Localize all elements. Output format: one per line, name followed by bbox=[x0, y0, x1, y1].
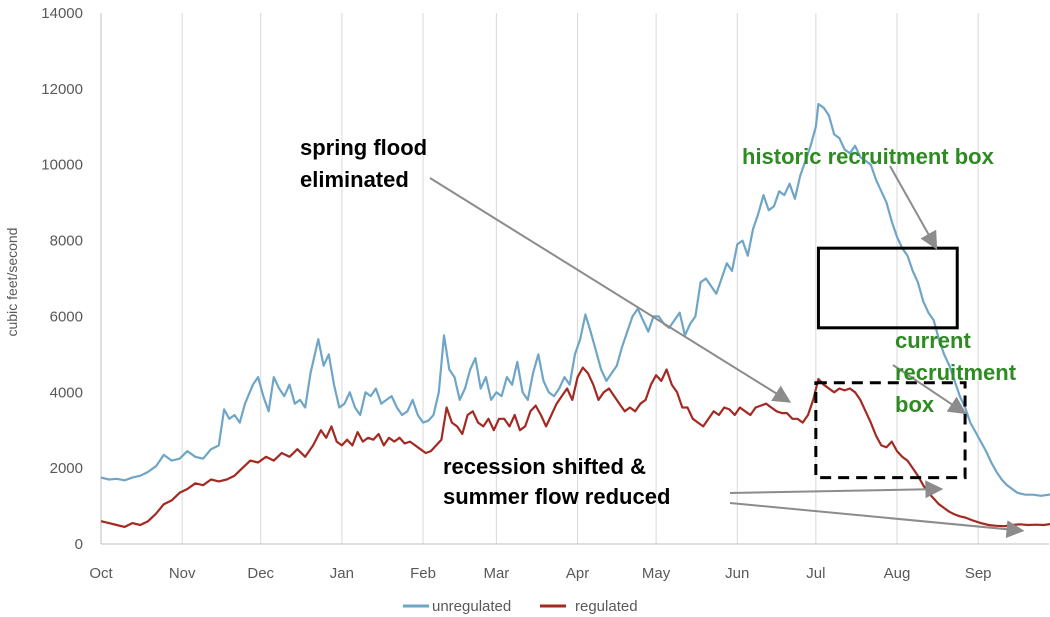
x-tick-label: Apr bbox=[566, 565, 589, 582]
y-tick-label: 0 bbox=[75, 536, 83, 553]
recruitment-box-current bbox=[814, 381, 967, 480]
x-tick-label: Sep bbox=[965, 565, 992, 582]
legend-label-unregulated: unregulated bbox=[432, 598, 511, 615]
annotation-recession: recession shifted & bbox=[443, 454, 646, 479]
annotation-historic-box: historic recruitment box bbox=[742, 144, 995, 169]
x-tick-label: Jul bbox=[806, 565, 825, 582]
annotation-recession: summer flow reduced bbox=[443, 484, 670, 509]
series-lines bbox=[100, 102, 1050, 528]
annotation-current-box: recruitment bbox=[895, 360, 1017, 385]
legend-label-regulated: regulated bbox=[575, 598, 638, 615]
y-tick-label: 10000 bbox=[41, 157, 83, 174]
y-axis-label: cubic feet/second bbox=[4, 228, 20, 337]
annotation-arrow-spring-flood bbox=[429, 177, 792, 403]
x-tick-label: Oct bbox=[89, 565, 113, 582]
annotation-current-box: current bbox=[895, 328, 971, 353]
annotation-spring-flood: spring flood bbox=[300, 135, 427, 160]
y-tick-label: 14000 bbox=[41, 5, 83, 22]
x-tick-label: Jan bbox=[330, 565, 354, 582]
y-tick-label: 6000 bbox=[50, 308, 83, 325]
series-line-unregulated bbox=[100, 102, 1050, 497]
x-tick-label: Jun bbox=[725, 565, 749, 582]
annotation-arrow-recession bbox=[729, 502, 1025, 539]
recruitment-boxes bbox=[814, 246, 967, 480]
annotation-arrow-historic-box bbox=[889, 165, 938, 250]
x-tick-label: Feb bbox=[410, 565, 436, 582]
x-tick-label: Mar bbox=[483, 565, 509, 582]
annotation-arrows bbox=[429, 165, 1025, 539]
y-tick-label: 2000 bbox=[50, 460, 83, 477]
y-tick-label: 8000 bbox=[50, 233, 83, 250]
gridlines bbox=[181, 13, 979, 544]
annotation-arrow-recession bbox=[729, 480, 944, 499]
x-tick-label: Nov bbox=[169, 565, 196, 582]
x-tick-label: Dec bbox=[247, 565, 274, 582]
annotation-arrow-current-box bbox=[892, 364, 967, 415]
axes: 0 2000 4000 6000 8000 10000 12000 14000 Oct Nov De… bbox=[41, 5, 1049, 582]
legend: unregulated regulated bbox=[403, 598, 638, 615]
y-tick-label: 4000 bbox=[50, 384, 83, 401]
recruitment-box-historic bbox=[816, 246, 959, 330]
series-line-regulated bbox=[100, 366, 1050, 528]
y-tick-label: 12000 bbox=[41, 81, 83, 98]
annotation-current-box: box bbox=[895, 392, 935, 417]
x-tick-label: May bbox=[642, 565, 671, 582]
x-tick-label: Aug bbox=[884, 565, 911, 582]
annotations: spring flood eliminated historic recruitme… bbox=[300, 135, 1017, 509]
annotation-spring-flood: eliminated bbox=[300, 167, 409, 192]
